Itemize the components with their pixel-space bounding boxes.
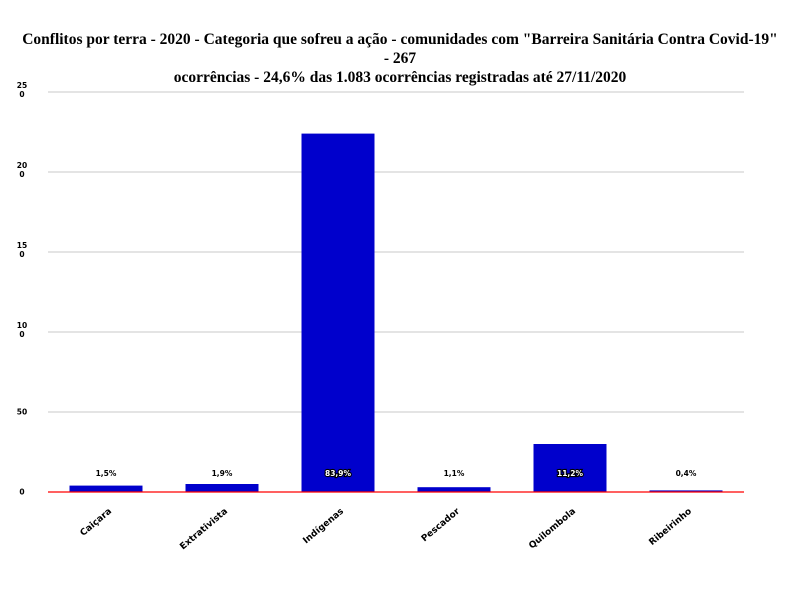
y-tick-label: 15 0 bbox=[17, 241, 27, 259]
chart-title-line-1: Conflitos por terra - 2020 - Categoria q… bbox=[22, 31, 778, 67]
data-label: 0,4% bbox=[676, 469, 697, 478]
y-tick-label: 0 bbox=[19, 488, 24, 497]
y-tick-label-line: 0 bbox=[19, 330, 24, 339]
y-tick-label-line: 15 bbox=[17, 241, 27, 250]
data-label: 11,2% bbox=[557, 469, 584, 478]
x-tick-label: Extrativista bbox=[178, 507, 230, 552]
y-tick-label-line: 25 bbox=[17, 81, 27, 90]
y-tick-label: 10 0 bbox=[17, 321, 27, 339]
chart-title: Conflitos por terra - 2020 - Categoria q… bbox=[20, 30, 780, 87]
x-tick-label: Quilombola bbox=[527, 507, 578, 552]
y-tick-label-line: 0 bbox=[19, 170, 24, 179]
y-tick-label-line: 0 bbox=[19, 488, 24, 497]
y-tick-label: 50 bbox=[17, 408, 27, 417]
bar-indigenas bbox=[301, 133, 375, 492]
y-tick-label-line: 20 bbox=[17, 161, 27, 170]
bar-ribeirinho bbox=[649, 490, 723, 492]
chart-title-line-2: ocorrências - 24,6% das 1.083 ocorrência… bbox=[173, 69, 627, 86]
data-label: 1,9% bbox=[212, 469, 233, 478]
y-tick-label-line: 0 bbox=[19, 90, 24, 99]
x-tick-label: Caiçara bbox=[79, 507, 114, 539]
y-tick-label-line: 0 bbox=[19, 250, 24, 259]
bar-quilombola bbox=[533, 444, 607, 492]
y-tick-label-line: 10 bbox=[17, 321, 27, 330]
data-label: 1,1% bbox=[444, 469, 465, 478]
x-tick-label: Indígenas bbox=[301, 507, 345, 547]
data-label: 83,9% bbox=[325, 469, 352, 478]
y-tick-label-line: 50 bbox=[17, 408, 27, 417]
y-tick-label: 20 0 bbox=[17, 161, 27, 179]
x-tick-label: Pescador bbox=[420, 506, 463, 544]
data-label: 1,5% bbox=[96, 469, 117, 478]
bar-pescador bbox=[417, 487, 491, 492]
x-tick-label: Ribeirinho bbox=[648, 507, 694, 548]
bar-extrativista bbox=[185, 484, 259, 492]
bar-caicara bbox=[69, 485, 143, 492]
y-tick-label: 25 0 bbox=[17, 81, 27, 99]
